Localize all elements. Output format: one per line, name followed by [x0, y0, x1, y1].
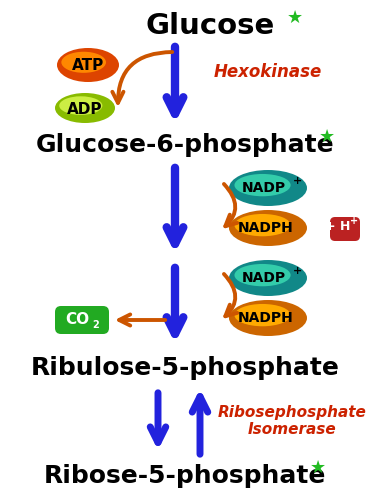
- Text: +: +: [293, 266, 303, 276]
- Ellipse shape: [229, 300, 307, 336]
- FancyBboxPatch shape: [330, 217, 360, 241]
- Text: ★: ★: [319, 128, 335, 146]
- Text: NADP: NADP: [242, 271, 286, 285]
- FancyBboxPatch shape: [55, 306, 109, 334]
- Ellipse shape: [55, 93, 115, 123]
- Ellipse shape: [229, 170, 307, 206]
- Text: ATP: ATP: [72, 58, 104, 74]
- Text: +: +: [350, 216, 358, 226]
- Text: ★: ★: [310, 459, 326, 477]
- Text: ★: ★: [287, 9, 303, 27]
- Text: ADP: ADP: [67, 101, 103, 116]
- Ellipse shape: [235, 174, 291, 196]
- Text: Hexokinase: Hexokinase: [214, 63, 322, 81]
- Ellipse shape: [229, 210, 307, 246]
- Ellipse shape: [59, 96, 103, 115]
- Text: NADPH: NADPH: [238, 221, 294, 235]
- Ellipse shape: [229, 260, 307, 296]
- Text: Glucose-6-phosphate: Glucose-6-phosphate: [36, 133, 334, 157]
- Text: CO: CO: [65, 312, 89, 328]
- Ellipse shape: [57, 48, 119, 82]
- Ellipse shape: [235, 304, 291, 326]
- Text: 2: 2: [92, 320, 99, 330]
- Text: +: +: [293, 176, 303, 186]
- Text: + H: + H: [325, 220, 351, 232]
- Text: NADPH: NADPH: [238, 311, 294, 325]
- Text: Glucose: Glucose: [146, 12, 275, 40]
- Text: Ribose-5-phosphate: Ribose-5-phosphate: [44, 464, 326, 488]
- Text: Ribosephosphate: Ribosephosphate: [217, 405, 366, 419]
- Ellipse shape: [235, 264, 291, 286]
- Ellipse shape: [62, 52, 106, 73]
- Text: Isomerase: Isomerase: [248, 422, 336, 437]
- Text: Ribulose-5-phosphate: Ribulose-5-phosphate: [31, 356, 339, 380]
- Ellipse shape: [235, 214, 291, 236]
- Text: NADP: NADP: [242, 181, 286, 195]
